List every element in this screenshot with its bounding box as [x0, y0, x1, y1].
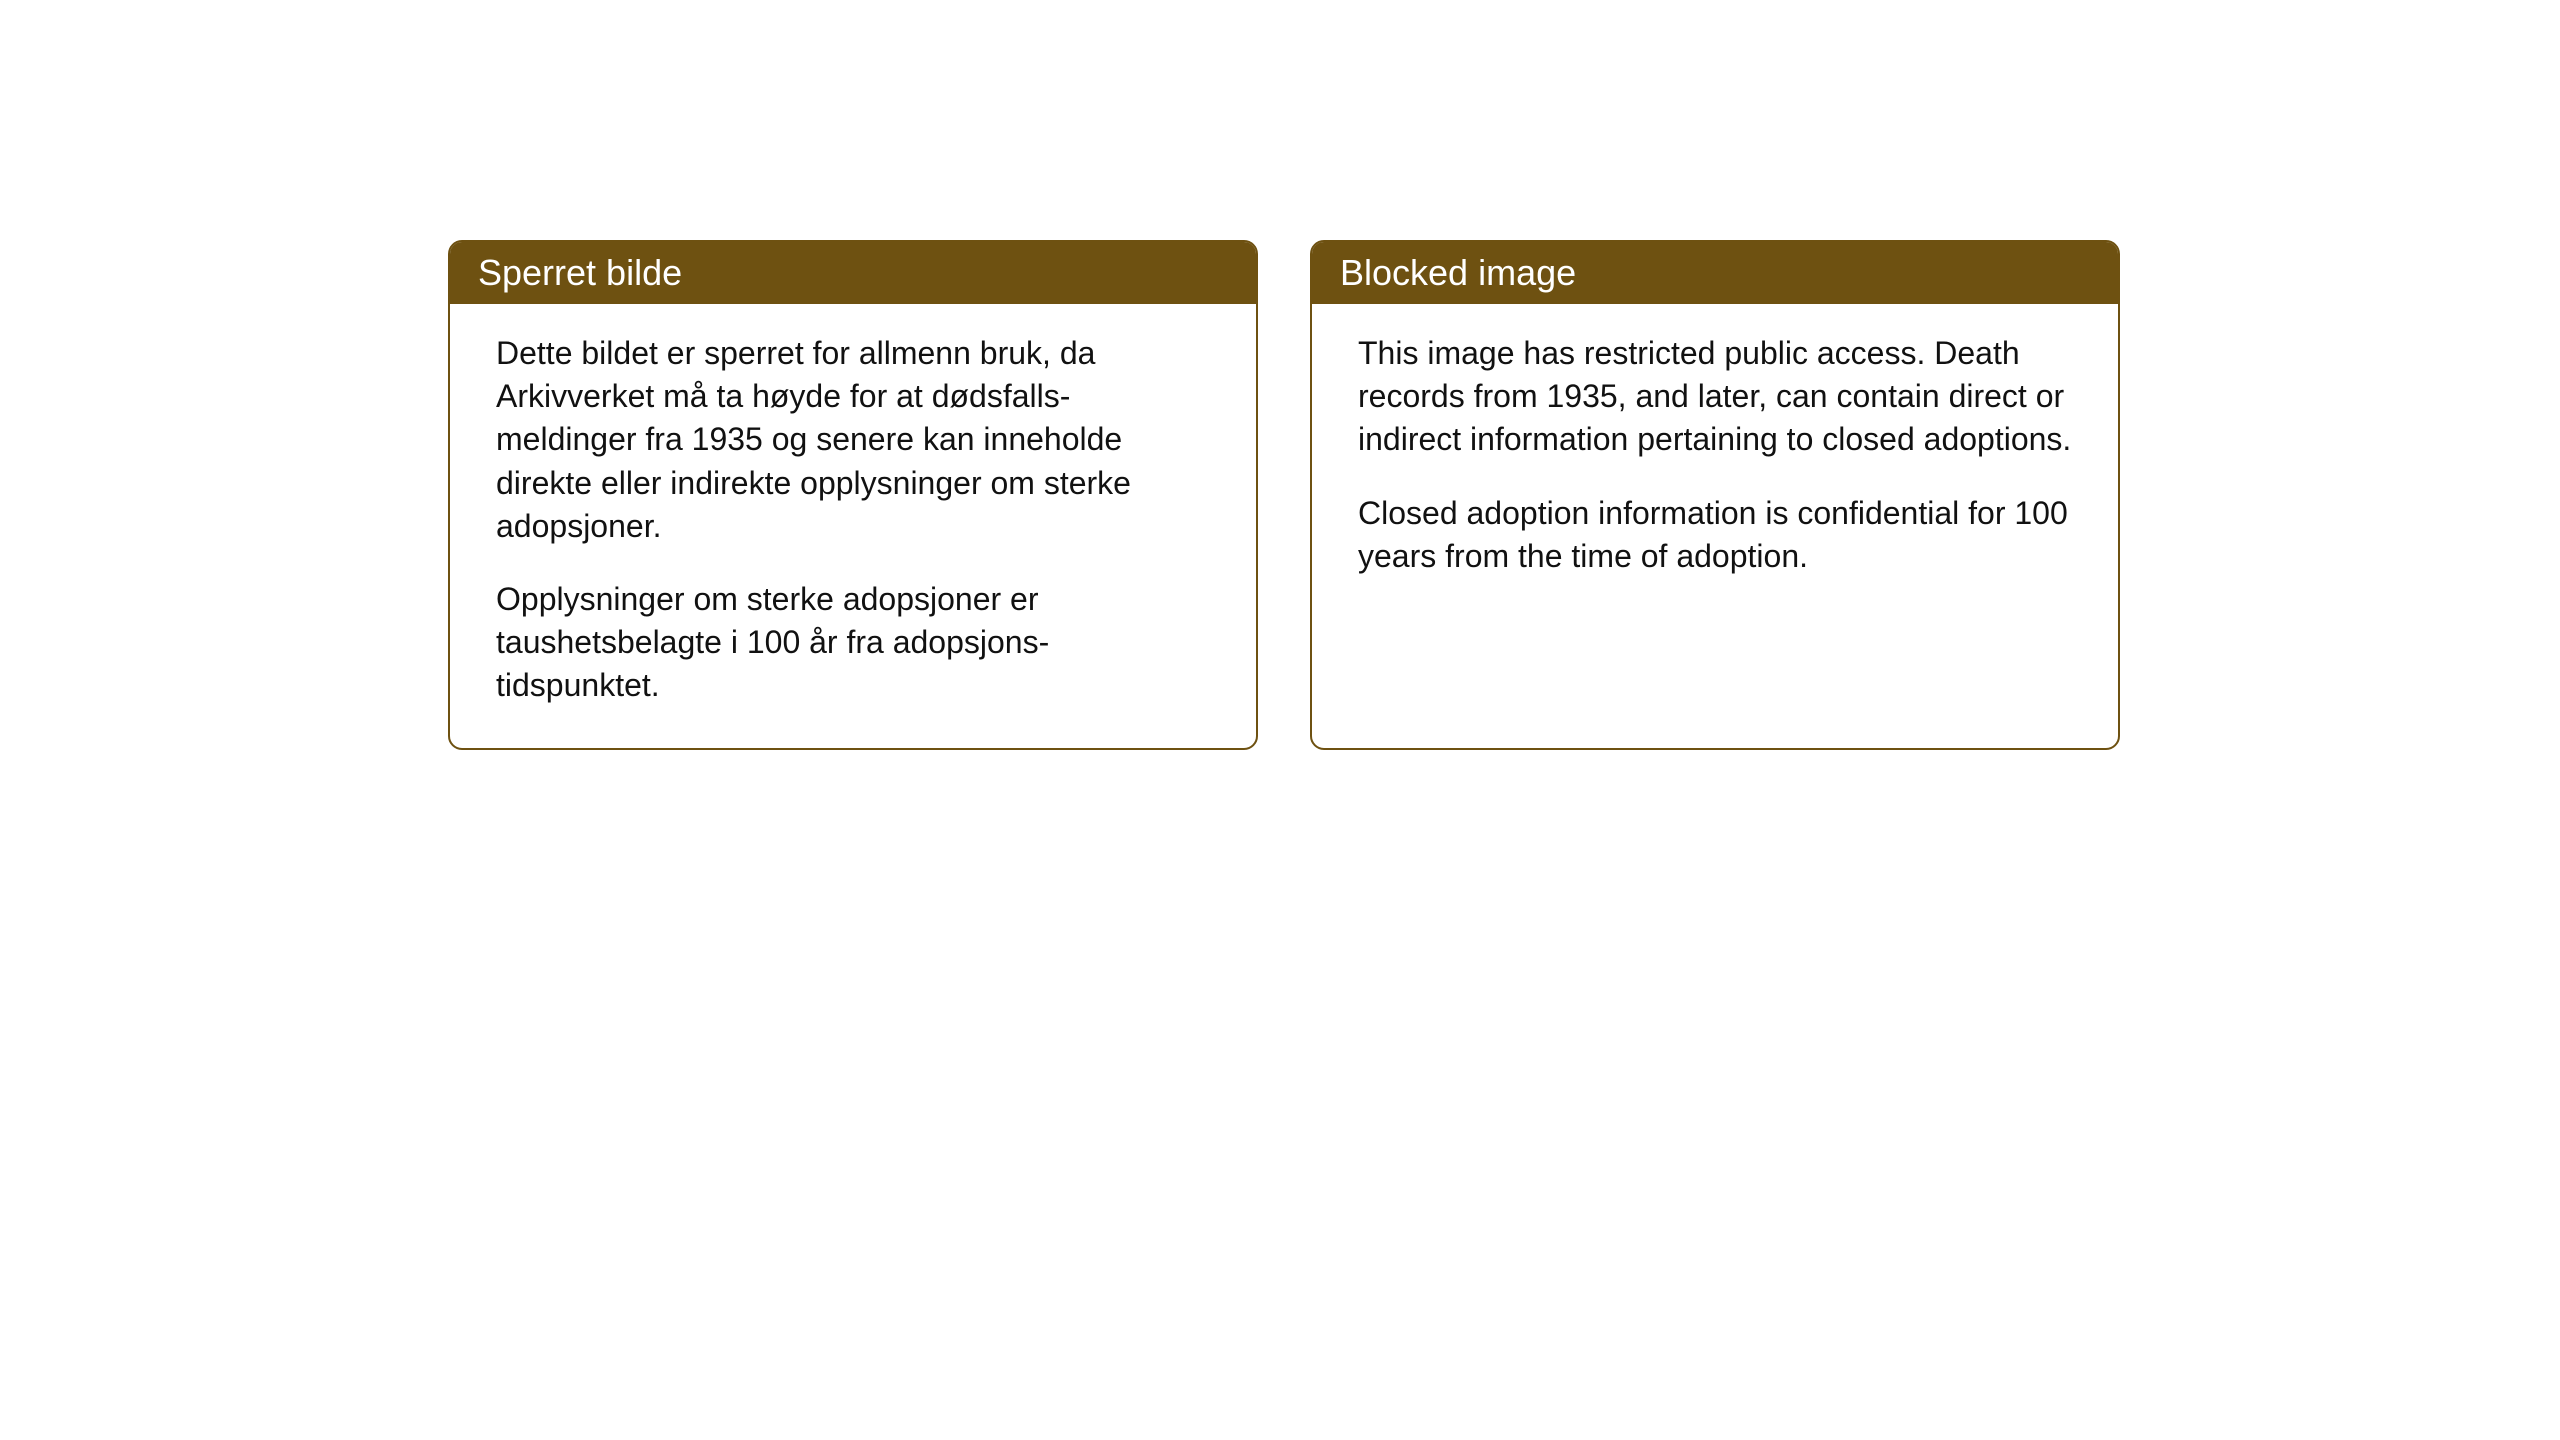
cards-container: Sperret bilde Dette bildet er sperret fo… — [448, 240, 2120, 750]
card-body-norwegian: Dette bildet er sperret for allmenn bruk… — [450, 304, 1256, 748]
card-paragraph-norwegian-1: Dette bildet er sperret for allmenn bruk… — [496, 332, 1210, 548]
card-paragraph-norwegian-2: Opplysninger om sterke adopsjoner er tau… — [496, 578, 1210, 708]
card-paragraph-english-2: Closed adoption information is confident… — [1358, 492, 2072, 578]
card-body-english: This image has restricted public access.… — [1312, 304, 2118, 744]
card-title-norwegian: Sperret bilde — [478, 252, 682, 293]
card-header-english: Blocked image — [1312, 242, 2118, 304]
card-title-english: Blocked image — [1340, 252, 1576, 293]
card-english: Blocked image This image has restricted … — [1310, 240, 2120, 750]
card-header-norwegian: Sperret bilde — [450, 242, 1256, 304]
card-norwegian: Sperret bilde Dette bildet er sperret fo… — [448, 240, 1258, 750]
card-paragraph-english-1: This image has restricted public access.… — [1358, 332, 2072, 462]
